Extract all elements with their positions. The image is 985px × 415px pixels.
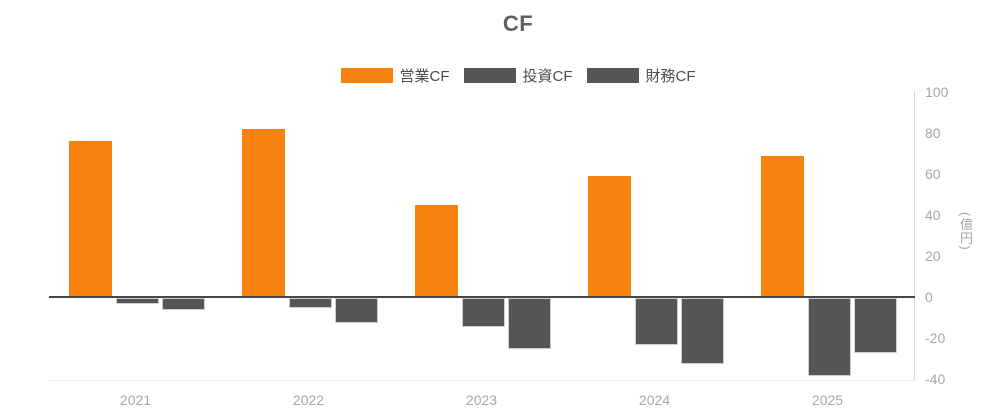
y-axis-unit-label: (億円) [958,212,973,251]
bar-investing-cf-2025[interactable] [807,298,851,376]
zero-baseline [49,296,915,298]
bar-operating-cf-2024[interactable] [588,176,631,297]
y-axis-tick-label: -20 [925,330,946,346]
x-axis-label-2024: 2024 [638,392,671,408]
y-axis-tick-label: 20 [925,248,941,264]
legend-label: 投資CF [522,68,573,85]
bar-operating-cf-2023[interactable] [415,204,458,297]
bar-investing-cf-2023[interactable] [461,298,505,327]
bar-financing-cf-2024[interactable] [681,298,724,364]
legend-swatch-operating-cf [340,68,393,83]
legend-swatch-investing-cf [463,68,516,83]
legend: 営業CF 投資CF 財務CF [51,65,985,86]
chart-title: CF [502,11,534,36]
plot-bottom-border [49,380,915,381]
legend-swatch-financing-cf [586,68,639,83]
y-axis-tick-label: 0 [925,289,933,305]
bar-financing-cf-2022[interactable] [335,298,378,323]
legend-label: 財務CF [645,68,696,85]
bar-operating-cf-2022[interactable] [242,128,285,297]
bar-financing-cf-2023[interactable] [508,298,551,350]
x-axis-label-2021: 2021 [119,392,152,408]
x-axis-label-2022: 2022 [292,392,325,408]
y-axis-line [914,91,915,380]
y-axis-tick-label: 40 [925,207,941,223]
bar-operating-cf-2021[interactable] [69,141,112,297]
y-axis-tick-label: 80 [925,125,941,141]
bar-investing-cf-2022[interactable] [288,298,332,309]
bar-financing-cf-2021[interactable] [162,298,205,311]
bar-operating-cf-2025[interactable] [761,155,804,297]
legend-label: 営業CF [399,68,450,85]
y-axis-tick-label: 100 [925,84,949,100]
bar-financing-cf-2025[interactable] [854,298,897,354]
legend-item-operating-cf[interactable]: 営業CF [340,65,450,86]
bar-investing-cf-2021[interactable] [115,298,159,305]
legend-item-investing-cf[interactable]: 投資CF [463,65,573,86]
x-axis-label-2023: 2023 [465,392,498,408]
bar-investing-cf-2024[interactable] [634,298,678,346]
x-axis-label-2025: 2025 [811,392,844,408]
legend-item-financing-cf[interactable]: 財務CF [586,65,696,86]
y-axis-tick-label: -40 [925,371,946,387]
y-axis-tick-label: 60 [925,166,941,182]
